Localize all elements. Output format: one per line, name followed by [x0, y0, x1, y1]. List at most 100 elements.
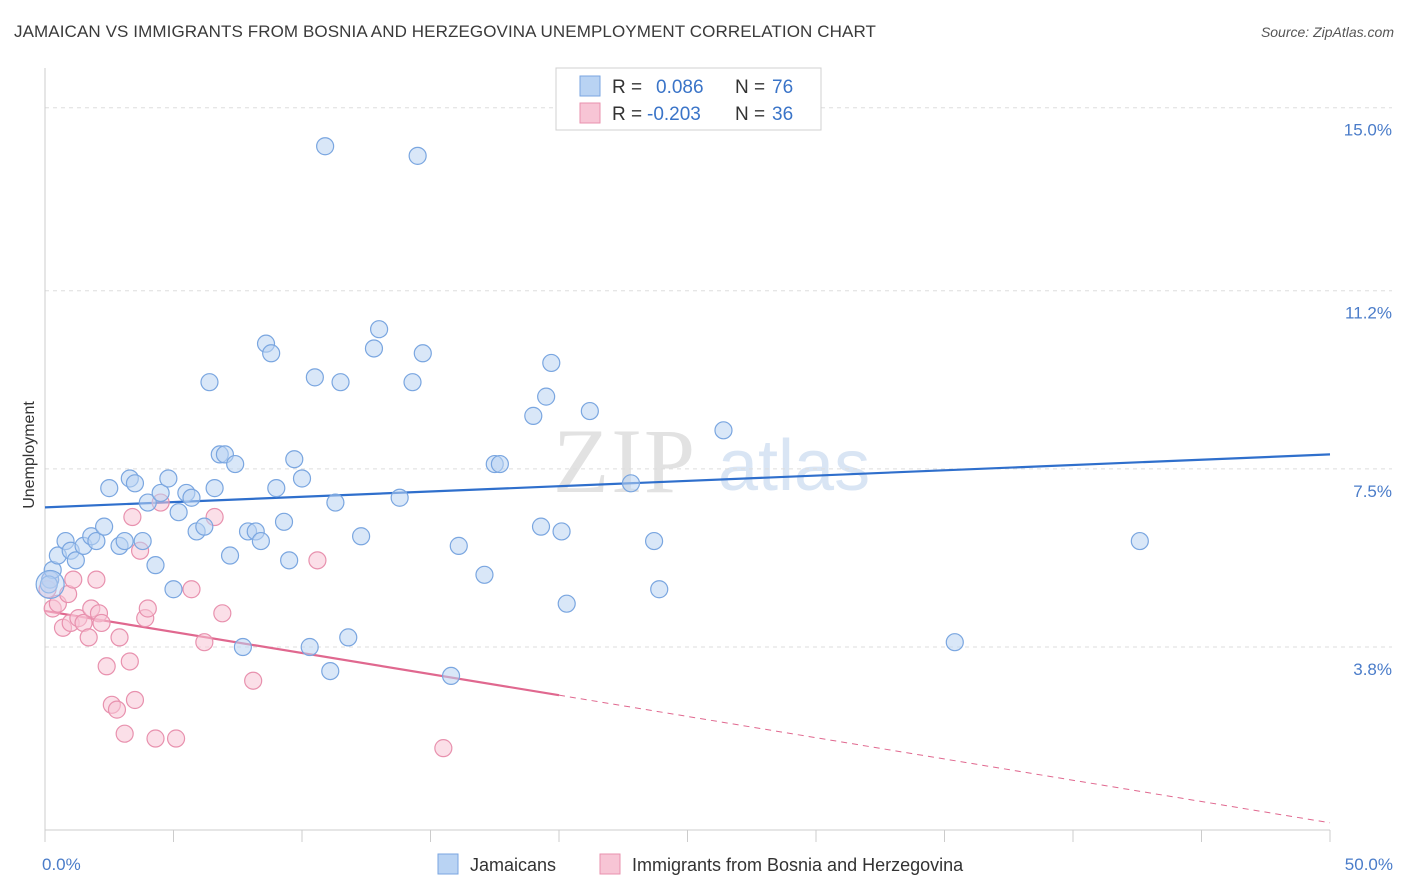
- data-point-jamaicans: [159, 469, 178, 488]
- trend-line-bosnia-extrapolated: [558, 694, 1331, 824]
- data-point-jamaicans: [151, 483, 170, 503]
- data-point-jamaicans: [403, 373, 422, 392]
- chart-title: JAMAICAN VS IMMIGRANTS FROM BOSNIA AND H…: [14, 22, 876, 41]
- data-point-jamaicans: [552, 522, 571, 541]
- data-point-jamaicans: [220, 546, 240, 565]
- legend-r-value-1: 0.086: [656, 77, 704, 98]
- legend-r-label-1: R =: [612, 77, 642, 98]
- data-point-jamaicans: [650, 580, 669, 599]
- data-point-jamaicans: [542, 353, 561, 373]
- data-point-jamaicans: [580, 401, 599, 421]
- data-point-bosnia: [110, 628, 129, 647]
- legend-swatch-jamaicans: [579, 75, 601, 97]
- data-point-bosnia: [87, 570, 106, 589]
- data-point-jamaicans: [100, 479, 119, 498]
- data-point-jamaicans: [226, 454, 245, 474]
- x-tick-label: 0.0%: [42, 855, 81, 874]
- data-point-jamaicans: [274, 512, 294, 531]
- axes: [44, 68, 1331, 842]
- correlation-legend: R = 0.086 N = 76 R = -0.203 N = 36: [555, 67, 822, 131]
- data-point-bosnia: [79, 628, 98, 647]
- data-point-jamaicans: [475, 565, 494, 584]
- data-point-jamaicans: [133, 531, 152, 551]
- series-legend-jamaicans: Jamaicans: [470, 855, 556, 875]
- grid-lines: [45, 107, 1392, 648]
- data-point-jamaicans: [408, 146, 427, 165]
- data-point-jamaicans: [305, 368, 324, 387]
- data-point-jamaicans: [164, 580, 183, 599]
- series-legend: Jamaicans Immigrants from Bosnia and Her…: [437, 853, 964, 875]
- data-point-jamaicans: [1130, 531, 1149, 551]
- data-point-bosnia: [107, 700, 127, 719]
- data-point-jamaicans: [490, 454, 509, 474]
- data-point-jamaicans: [195, 517, 214, 536]
- y-axis-label: Unemployment: [21, 401, 38, 509]
- data-point-jamaicans: [115, 531, 134, 551]
- data-point-bosnia: [123, 507, 142, 527]
- series-legend-swatch-jamaicans: [437, 853, 459, 875]
- data-point-bosnia: [195, 633, 214, 652]
- data-point-jamaicans: [524, 406, 543, 425]
- data-point-jamaicans: [531, 517, 551, 536]
- data-point-bosnia: [138, 599, 157, 618]
- watermark-atlas: atlas: [718, 426, 870, 506]
- data-point-bosnia: [166, 729, 186, 748]
- x-tick-labels: 0.0% 50.0%: [42, 855, 1393, 874]
- data-point-jamaicans: [364, 339, 384, 358]
- data-point-jamaicans: [441, 666, 461, 686]
- data-point-jamaicans: [321, 661, 340, 681]
- series-legend-bosnia: Immigrants from Bosnia and Herzegovina: [632, 855, 964, 875]
- data-point-bosnia: [434, 739, 453, 758]
- data-point-jamaicans-cluster: [35, 569, 65, 600]
- data-point-jamaicans: [331, 373, 350, 392]
- data-point-jamaicans: [233, 637, 252, 657]
- data-point-bosnia: [120, 652, 139, 671]
- data-point-jamaicans: [326, 493, 345, 512]
- y-tick-label: 11.2%: [1345, 304, 1392, 323]
- watermark-zip: ZIP: [553, 410, 697, 512]
- data-points: [35, 137, 1149, 758]
- data-point-bosnia: [244, 671, 263, 690]
- data-point-jamaicans: [413, 344, 432, 363]
- trend-line-bosnia: [44, 609, 560, 697]
- data-point-jamaicans: [352, 527, 371, 546]
- data-point-bosnia: [92, 613, 111, 633]
- data-point-jamaicans: [280, 551, 299, 570]
- data-point-bosnia: [97, 657, 116, 676]
- y-tick-label: 7.5%: [1353, 482, 1392, 501]
- y-tick-label: 3.8%: [1353, 660, 1392, 679]
- data-point-jamaicans: [125, 474, 145, 493]
- data-point-jamaicans: [714, 421, 733, 440]
- legend-n-value-1: 76: [772, 77, 793, 98]
- data-point-jamaicans: [316, 137, 335, 156]
- legend-r-label-2: R =: [612, 104, 642, 125]
- data-point-jamaicans: [205, 479, 224, 498]
- y-tick-label: 15.0%: [1344, 121, 1392, 140]
- data-point-jamaicans: [449, 536, 468, 555]
- data-point-jamaicans: [557, 594, 576, 613]
- data-point-bosnia: [213, 604, 232, 623]
- data-point-jamaicans: [200, 373, 219, 392]
- data-point-jamaicans: [945, 633, 964, 652]
- data-point-jamaicans: [182, 488, 201, 507]
- data-point-jamaicans: [251, 531, 270, 551]
- data-point-bosnia: [64, 570, 83, 589]
- data-point-bosnia: [125, 690, 145, 710]
- data-point-jamaicans: [138, 493, 157, 512]
- data-point-jamaicans: [339, 628, 358, 647]
- data-point-jamaicans: [621, 474, 641, 493]
- trend-lines: [44, 453, 1331, 824]
- data-point-jamaicans: [87, 531, 106, 551]
- legend-n-label-1: N =: [735, 77, 765, 98]
- data-point-jamaicans: [169, 503, 188, 522]
- data-point-jamaicans: [66, 551, 85, 570]
- legend-swatch-bosnia: [579, 102, 601, 124]
- data-point-jamaicans: [292, 469, 312, 488]
- data-point-bosnia: [182, 580, 201, 599]
- trend-line-jamaicans: [44, 453, 1331, 509]
- data-point-jamaicans: [39, 575, 58, 594]
- data-point-jamaicans: [390, 488, 409, 507]
- series-legend-swatch-bosnia: [599, 853, 621, 875]
- data-point-jamaicans: [300, 637, 319, 657]
